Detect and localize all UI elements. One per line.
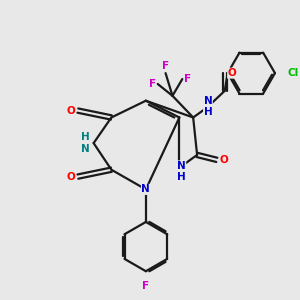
Text: F: F — [148, 79, 156, 89]
Text: O: O — [220, 155, 229, 165]
Text: N
H: N H — [177, 161, 186, 182]
Text: O: O — [228, 68, 236, 78]
Text: F: F — [142, 281, 149, 291]
Text: F: F — [162, 61, 169, 71]
Text: H
N: H N — [81, 132, 90, 154]
Text: N
H: N H — [204, 96, 212, 117]
Text: Cl: Cl — [288, 68, 299, 78]
Text: F: F — [184, 74, 191, 84]
Text: O: O — [66, 172, 75, 182]
Text: O: O — [66, 106, 75, 116]
Text: N: N — [142, 184, 150, 194]
